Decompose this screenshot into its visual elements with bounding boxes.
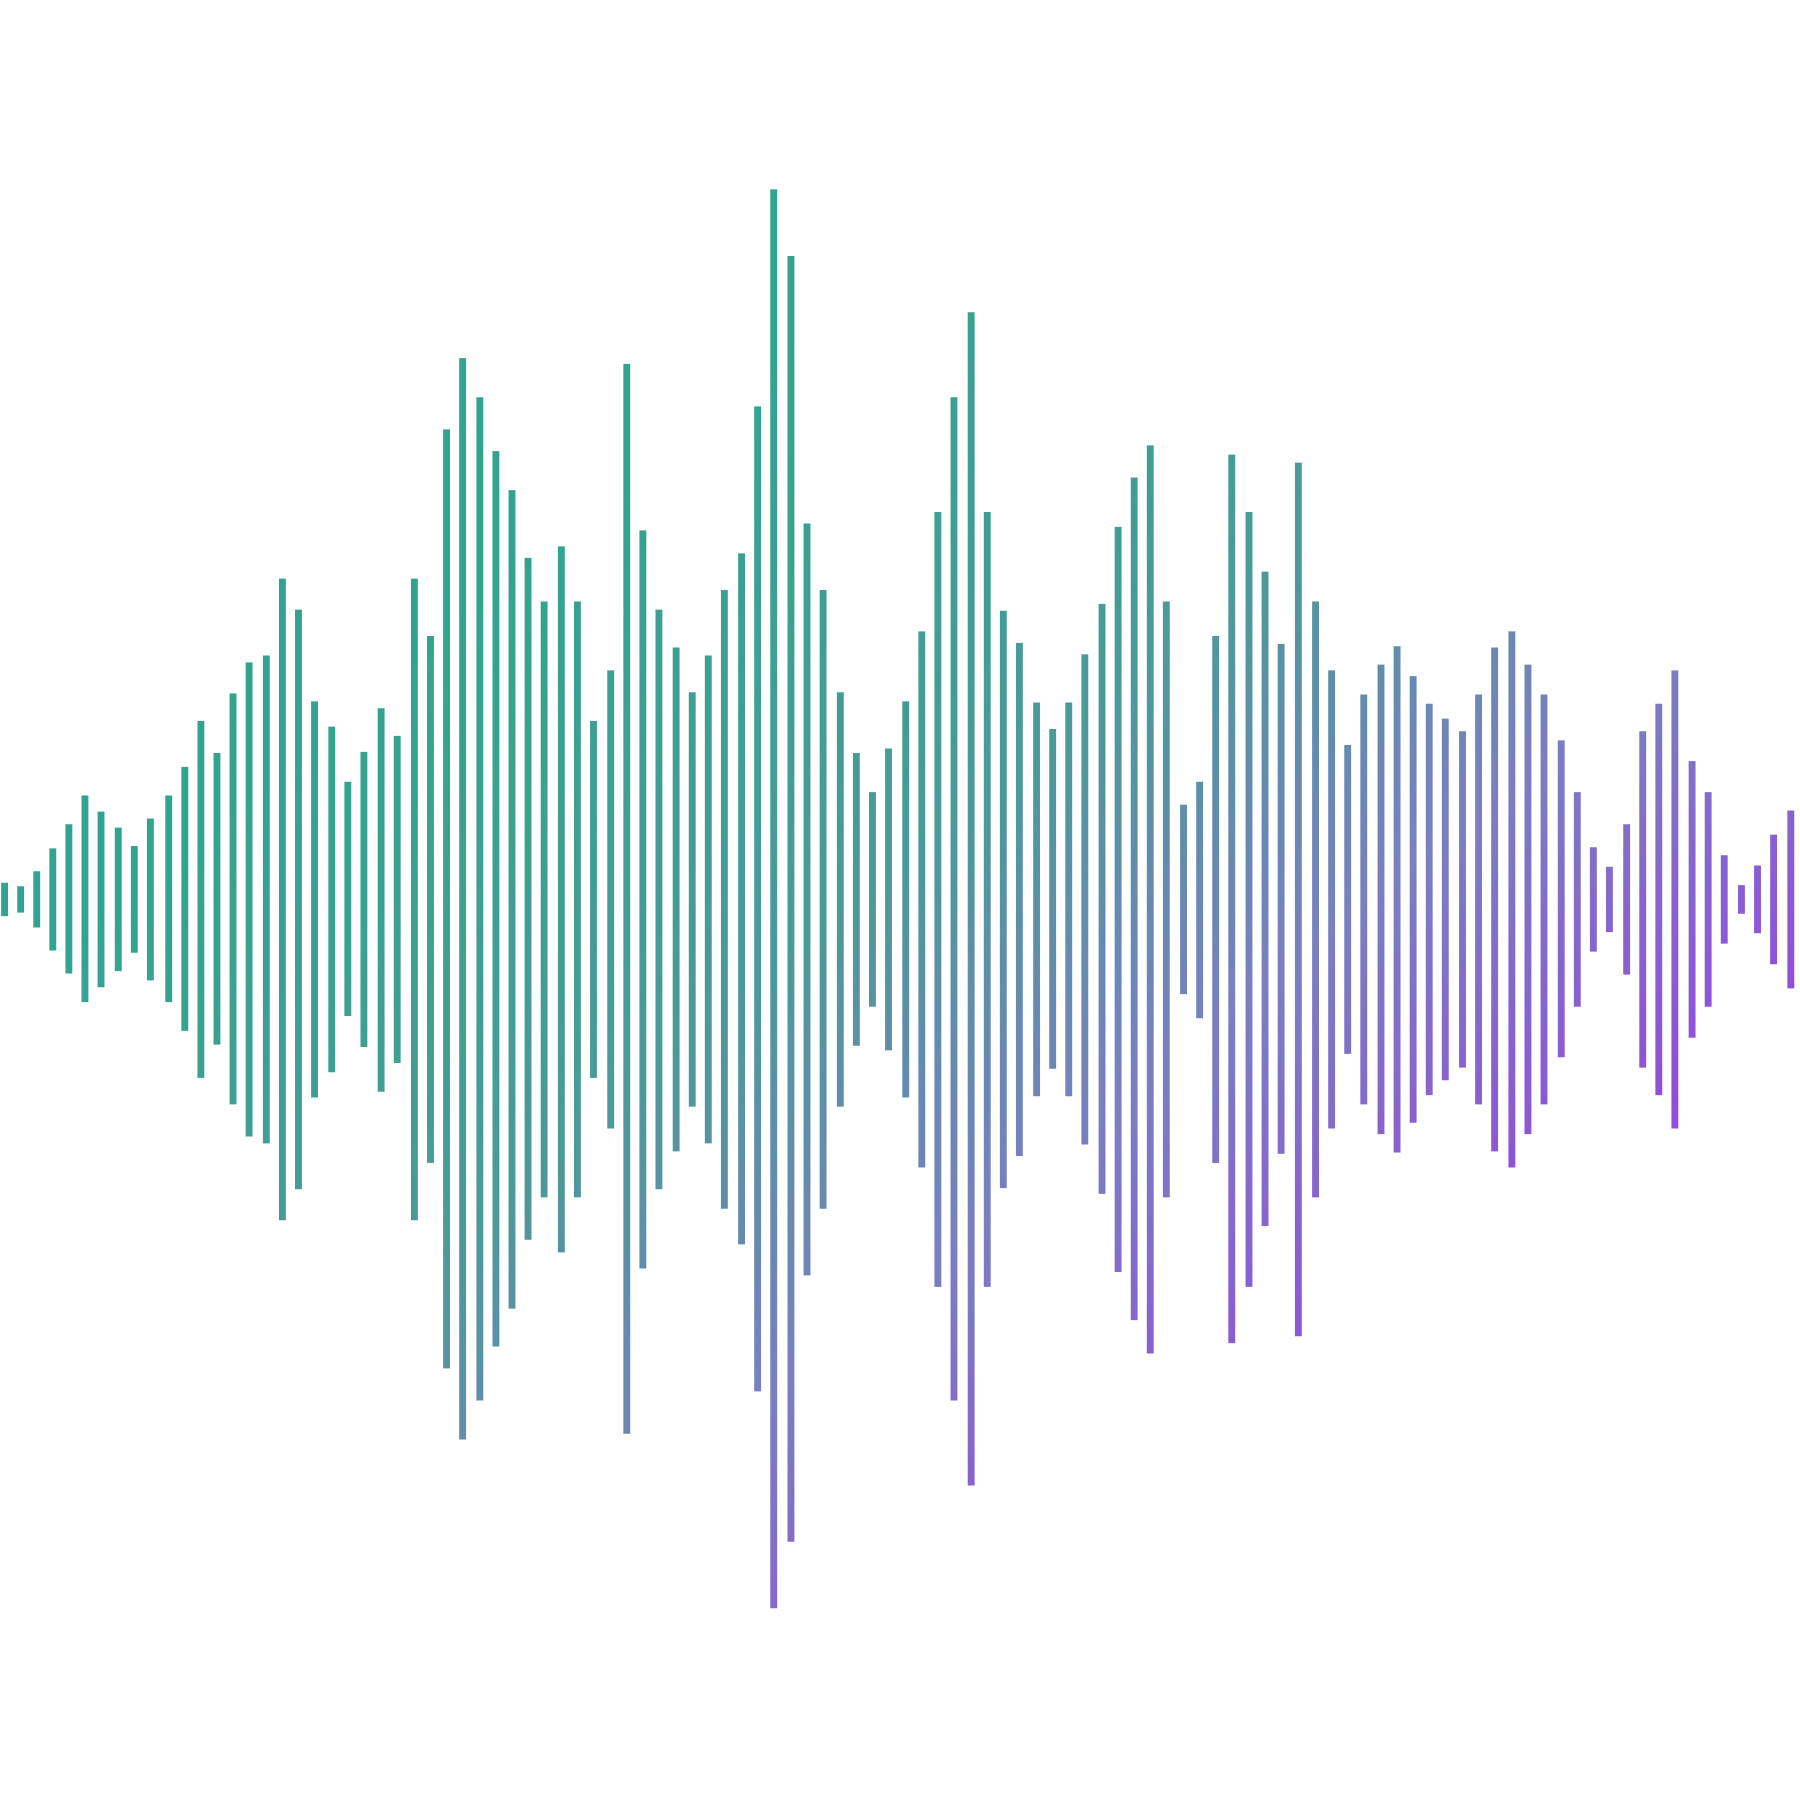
waveform-bars	[1, 189, 1795, 1609]
